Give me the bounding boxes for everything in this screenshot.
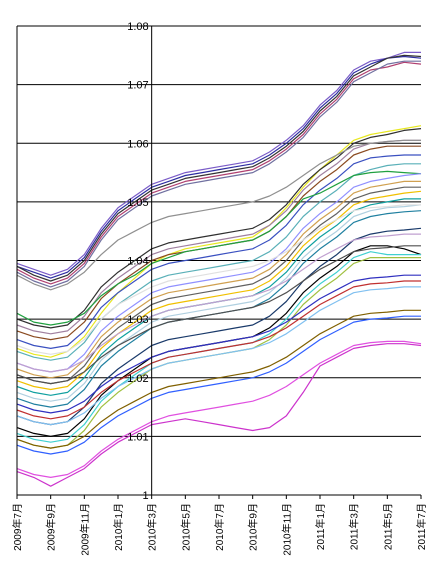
x-tick-label: 2009年11月 xyxy=(78,503,91,556)
y-tick-label: 1.06 xyxy=(127,138,148,150)
series-line xyxy=(16,186,421,385)
x-tick-label: 2010年1月 xyxy=(112,503,125,551)
y-tick-label: 1.02 xyxy=(127,373,148,385)
series-line xyxy=(16,274,421,414)
series-line xyxy=(16,61,422,285)
axis-layer: 1 1.01 1.02 1.03 1.04 1.05 1.06 1.07 1.08 2009年7月… xyxy=(11,21,428,556)
series-line xyxy=(16,55,422,279)
x-tick-label: 2011年1月 xyxy=(314,503,327,550)
series-line xyxy=(16,309,421,449)
y-tick-label: 1.08 xyxy=(127,21,148,33)
series-line xyxy=(16,139,421,335)
x-tick-label: 2010年7月 xyxy=(213,503,226,551)
series-line xyxy=(16,204,421,355)
series-line xyxy=(16,343,422,487)
y-tick-label: 1.05 xyxy=(127,197,148,209)
series-line xyxy=(16,170,422,326)
x-tick-label: 2010年9月 xyxy=(247,503,260,551)
series-line xyxy=(16,154,421,349)
series-line xyxy=(16,233,421,373)
series-line xyxy=(16,204,422,402)
series-line xyxy=(16,60,421,288)
x-tick-label: 2009年7月 xyxy=(11,503,24,551)
x-tick-label: 2011年7月 xyxy=(415,503,428,550)
x-tick-label: 2009年9月 xyxy=(45,503,58,551)
series-line xyxy=(16,245,422,437)
series-line xyxy=(16,315,421,455)
y-tick-label: 1.01 xyxy=(127,431,148,443)
x-tick-label: 2011年3月 xyxy=(348,503,361,550)
x-tick-label: 2010年3月 xyxy=(146,503,159,551)
series-layer xyxy=(16,51,422,487)
y-tick-label: 1 xyxy=(143,490,149,502)
series-line xyxy=(16,125,422,358)
series-line xyxy=(16,128,422,329)
series-line xyxy=(16,173,422,373)
series-line xyxy=(16,54,422,282)
series-line xyxy=(16,139,421,291)
series-line xyxy=(16,245,421,385)
x-tick-label: 2010年11月 xyxy=(280,503,293,556)
series-line xyxy=(16,286,421,426)
series-line xyxy=(16,280,421,420)
y-tick-label: 1.03 xyxy=(127,314,148,326)
y-tick-label: 1.07 xyxy=(127,80,148,92)
y-tick-label: 1.04 xyxy=(127,256,148,268)
x-tick-label: 2010年5月 xyxy=(179,503,192,551)
series-line xyxy=(16,340,422,478)
series-line xyxy=(16,51,421,276)
x-tick-label: 2011年5月 xyxy=(381,503,394,550)
